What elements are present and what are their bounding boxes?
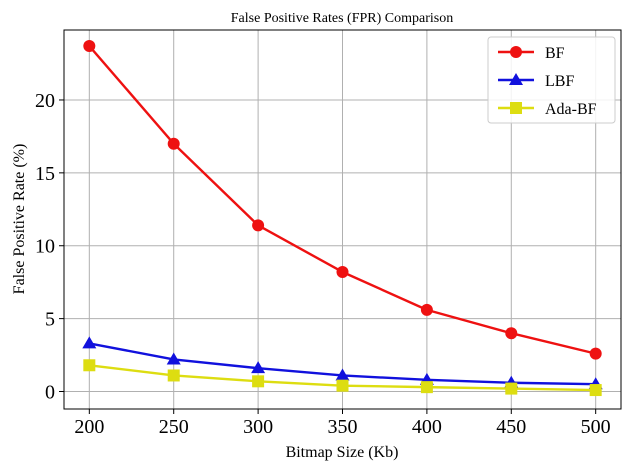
y-tick-label: 15 <box>35 163 55 185</box>
y-tick-label: 10 <box>35 236 55 258</box>
chart-title: False Positive Rates (FPR) Comparison <box>231 11 453 26</box>
data-point-ada-bf <box>167 369 180 382</box>
data-point-ada-bf <box>589 384 602 397</box>
data-point-bf <box>589 347 602 360</box>
legend-item-bf: BF <box>498 45 565 62</box>
data-point-ada-bf <box>83 359 96 372</box>
x-tick-label: 500 <box>581 416 611 438</box>
legend-marker <box>509 73 523 85</box>
legend-item-ada-bf: Ada-BF <box>498 101 597 118</box>
data-point-lbf <box>166 352 181 365</box>
x-tick-label: 350 <box>328 416 358 438</box>
series-ada-bf <box>83 359 602 397</box>
legend-marker <box>510 46 522 58</box>
y-tick-label: 20 <box>35 90 55 112</box>
data-point-ada-bf <box>252 375 265 388</box>
data-point-ada-bf <box>420 381 433 394</box>
data-point-lbf <box>251 361 266 374</box>
series-layer <box>82 40 603 397</box>
data-point-lbf <box>335 368 350 381</box>
legend-label: LBF <box>545 73 574 90</box>
legend-label: BF <box>545 45 565 62</box>
data-point-bf <box>505 327 518 340</box>
data-point-ada-bf <box>505 382 518 395</box>
x-tick-label: 200 <box>74 416 104 438</box>
x-tick-label: 300 <box>243 416 273 438</box>
legend-label: Ada-BF <box>545 101 597 118</box>
data-point-bf <box>83 40 96 53</box>
y-tick-label: 5 <box>45 309 55 331</box>
legend-box <box>487 36 616 124</box>
x-tick-label: 250 <box>159 416 189 438</box>
data-point-ada-bf <box>336 379 349 392</box>
series-bf <box>83 40 602 360</box>
y-axis-label: False Positive Rate (%) <box>11 144 28 295</box>
y-tick-label: 0 <box>45 382 55 404</box>
axis-ticks: 200 250 300 350 400 450 500 0 5 10 15 20 <box>35 90 611 438</box>
x-tick-label: 450 <box>496 416 526 438</box>
legend-item-lbf: LBF <box>498 73 574 90</box>
legend-marker <box>510 102 522 114</box>
data-point-lbf <box>82 336 97 349</box>
data-point-bf <box>336 265 349 278</box>
data-point-bf <box>420 303 433 316</box>
data-point-bf <box>252 219 265 232</box>
x-tick-label: 400 <box>412 416 442 438</box>
x-axis-label: Bitmap Size (Kb) <box>286 444 399 461</box>
legend: BF LBF Ada-BF <box>487 36 616 124</box>
data-point-bf <box>167 137 180 150</box>
